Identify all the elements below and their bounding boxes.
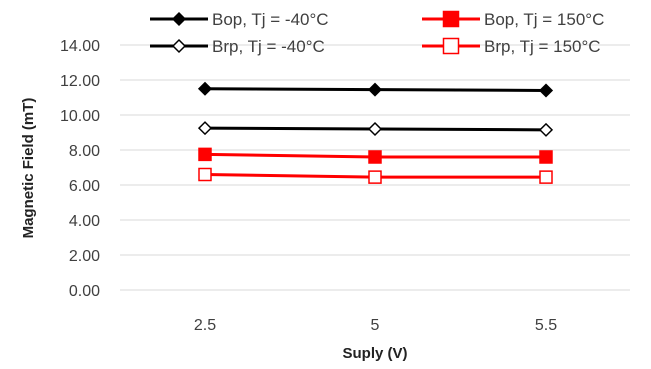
data-point [538, 83, 554, 98]
y-tick-label: 0.00 [69, 283, 100, 300]
series-1 [197, 121, 554, 137]
y-tick-label: 10.00 [60, 108, 100, 125]
y-tick-label: 2.00 [69, 248, 100, 265]
legend-label: Brp, Tj = -40°C [212, 37, 325, 56]
legend-marker [171, 11, 187, 27]
series-3 [198, 167, 553, 184]
legend-item: Bop, Tj = -40°C [150, 10, 329, 29]
y-tick-label: 6.00 [69, 178, 100, 195]
x-tick-label: 5.5 [535, 317, 557, 334]
data-point [198, 167, 212, 182]
data-point [367, 121, 383, 137]
x-tick-label: 5 [371, 317, 380, 334]
data-point [367, 82, 383, 97]
y-axis-title: Magnetic Field (mT) [20, 98, 37, 239]
legend: Bop, Tj = -40°C Brp, Tj = -40°C Bop, Tj = … [150, 10, 604, 56]
data-point [538, 122, 554, 137]
x-axis-title: Suply (V) [342, 345, 407, 362]
legend-item: Brp, Tj = 150°C [422, 37, 601, 56]
data-point [368, 150, 382, 164]
y-tick-label: 4.00 [69, 213, 100, 230]
legend-item: Bop, Tj = 150°C [422, 10, 604, 29]
gridlines [120, 44, 630, 291]
y-tick-label: 14.00 [60, 38, 100, 55]
legend-label: Bop, Tj = -40°C [212, 10, 329, 29]
data-point [198, 147, 212, 162]
legend-label: Bop, Tj = 150°C [484, 10, 604, 29]
y-axis-ticks: 0.00 2.00 4.00 6.00 8.00 10.00 12.00 14.00 [60, 38, 100, 300]
series-2 [198, 147, 553, 164]
y-tick-label: 12.00 [60, 73, 100, 90]
x-axis-ticks: 2.5 5 5.5 [194, 317, 557, 334]
legend-marker [442, 37, 460, 55]
data-point [197, 81, 213, 96]
x-tick-label: 2.5 [194, 317, 216, 334]
legend-marker [442, 10, 460, 28]
legend-item: Brp, Tj = -40°C [150, 37, 325, 56]
data-point [197, 121, 213, 136]
legend-label: Brp, Tj = 150°C [484, 37, 601, 56]
series-group [197, 81, 554, 184]
data-point [539, 170, 553, 184]
data-point [539, 150, 553, 164]
series-0 [197, 81, 554, 98]
legend-marker [171, 38, 187, 54]
data-point [368, 170, 382, 184]
y-tick-label: 8.00 [69, 143, 100, 160]
